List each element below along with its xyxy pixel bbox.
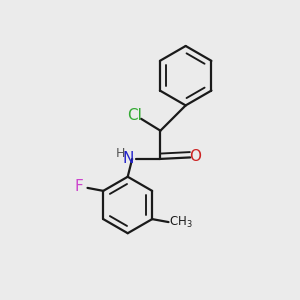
Text: CH$_3$: CH$_3$	[169, 214, 192, 230]
Text: N: N	[123, 151, 134, 166]
Text: Cl: Cl	[127, 108, 142, 123]
Text: F: F	[75, 179, 84, 194]
Text: O: O	[190, 149, 202, 164]
Text: H: H	[116, 147, 126, 160]
